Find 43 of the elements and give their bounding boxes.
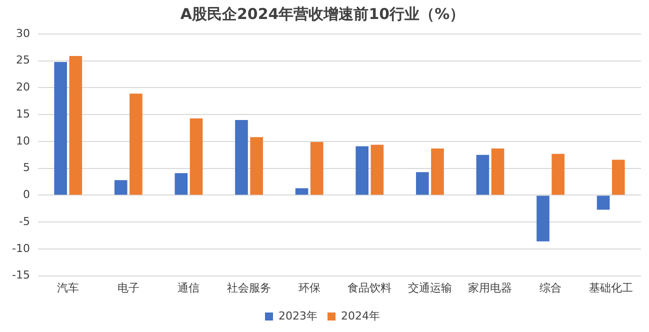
bar: [310, 142, 324, 195]
chart-title: A股民企2024年营收增速前10行业（%）: [180, 4, 465, 23]
y-tick-label: -15: [12, 268, 30, 282]
bar: [431, 148, 444, 195]
y-tick-label: 20: [16, 80, 30, 94]
bar: [552, 154, 564, 195]
bar: [190, 118, 203, 195]
bar: [250, 137, 263, 195]
bar: [370, 144, 384, 195]
y-tick-label: 15: [16, 107, 30, 120]
x-tick-label: 综合: [540, 281, 562, 294]
x-tick-label: 交通运输: [408, 281, 452, 294]
x-tick-label: 家用电器: [468, 281, 512, 294]
bar: [356, 146, 369, 195]
x-tick-label: 社会服务: [227, 281, 272, 294]
bar: [295, 188, 308, 195]
y-tick-label: 0: [22, 188, 30, 202]
y-tick-label: -10: [12, 242, 30, 255]
x-tick-label: 基础化工: [588, 281, 633, 294]
bar: [69, 56, 82, 195]
x-tick-label: 汽车: [57, 281, 80, 294]
bar: [416, 172, 429, 195]
bar: [612, 160, 625, 195]
legend-label: 2024年: [341, 309, 380, 322]
x-tick-label: 食品饮料: [348, 281, 392, 294]
bar: [596, 196, 610, 210]
y-tick-label: 25: [16, 54, 30, 67]
x-tick-label: 环保: [298, 281, 320, 294]
x-tick-label: 通信: [178, 281, 200, 294]
y-tick-label: -5: [19, 214, 30, 228]
y-tick-label: 5: [22, 161, 30, 174]
x-tick-label: 电子: [117, 281, 140, 294]
bar: [491, 148, 504, 195]
legend-label: 2023年: [278, 309, 318, 322]
y-tick-label: 30: [16, 26, 30, 40]
bar: [174, 173, 188, 195]
bar: [130, 94, 142, 195]
bar: [476, 154, 490, 195]
bar: [235, 120, 248, 195]
bar: [114, 180, 128, 195]
bar: [54, 62, 67, 195]
y-tick-label: 10: [16, 134, 30, 148]
bar: [536, 196, 550, 242]
